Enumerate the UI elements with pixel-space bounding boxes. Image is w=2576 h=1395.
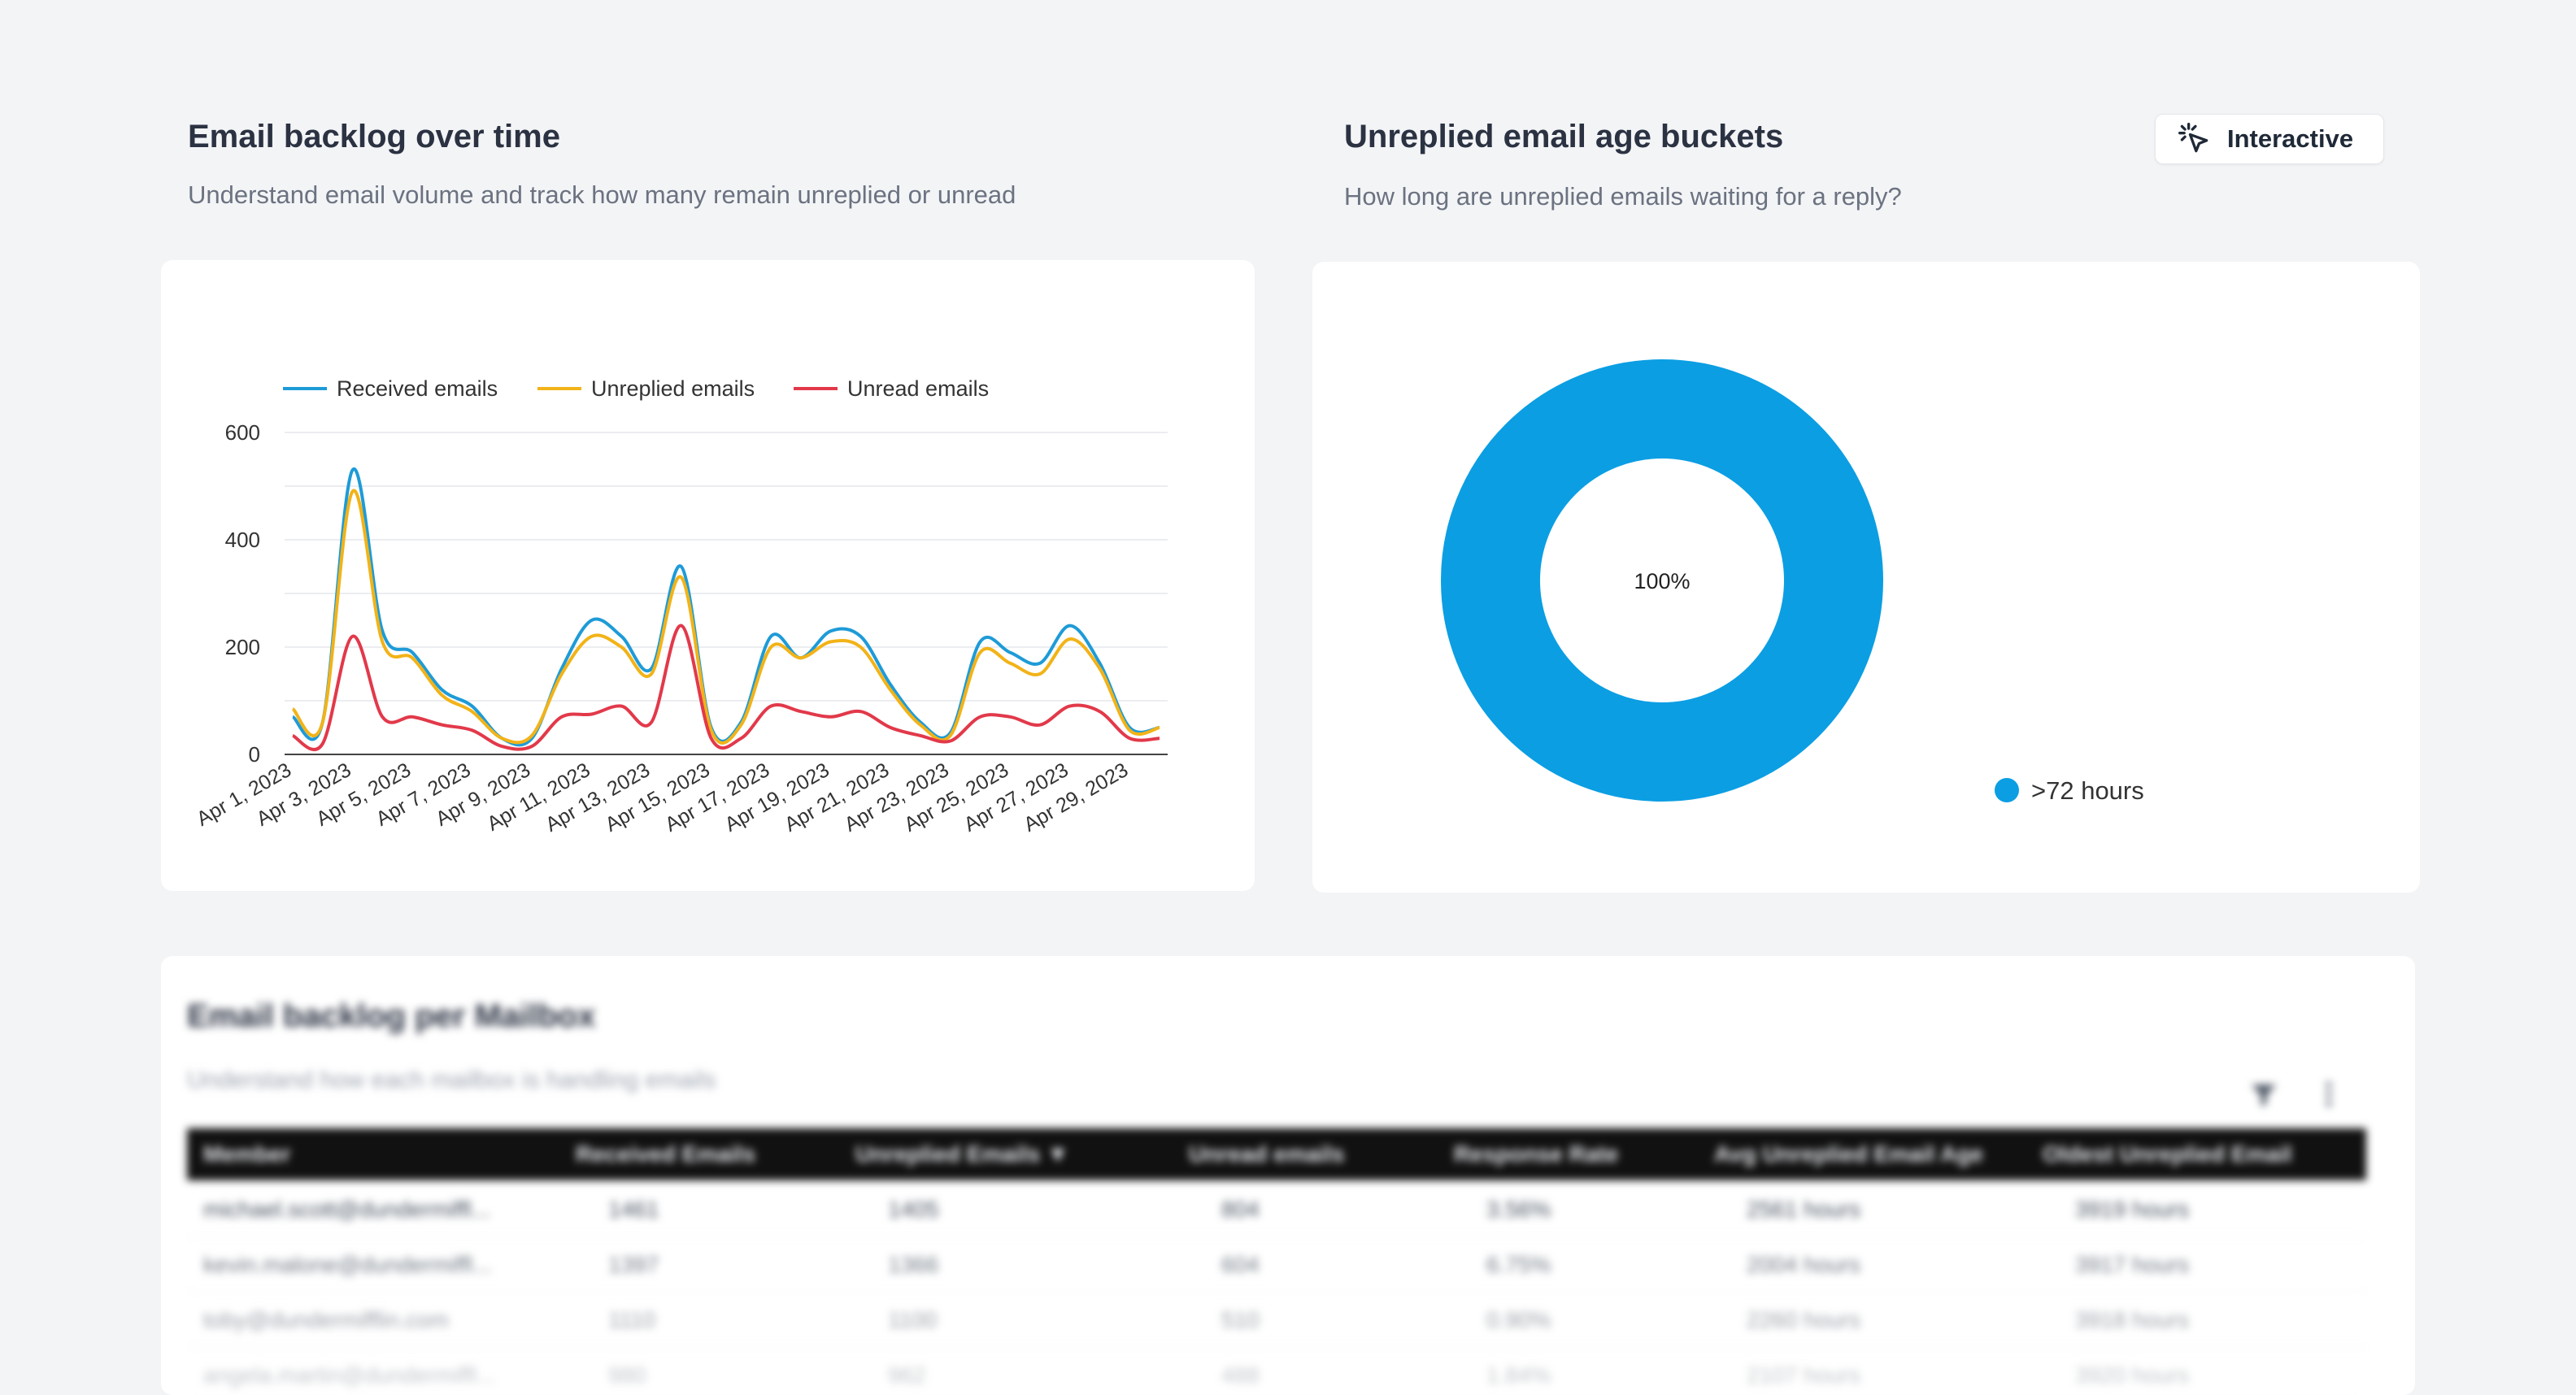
table-cell: 510 <box>1221 1307 1260 1332</box>
table-row[interactable]: kevin.malone@dundermiffl... 1397 1366 604 6.… <box>187 1236 2366 1292</box>
legend-item-received-emails[interactable]: Received emails <box>337 376 498 401</box>
donut-slice-72-hours[interactable] <box>1441 359 1883 802</box>
column-header-received-emails[interactable]: Received Emails <box>576 1141 756 1167</box>
legend-item-unreplied-emails[interactable]: Unreplied emails <box>591 376 755 401</box>
table-cell: 1110 <box>608 1307 656 1332</box>
column-header-oldest-unreplied-email[interactable]: Oldest Unreplied Email <box>2043 1141 2292 1167</box>
table-cell: 2107 hours <box>1747 1362 1861 1388</box>
table-cell: 3918 hours <box>2075 1307 2190 1332</box>
y-tick-label: 0 <box>249 742 260 767</box>
table-cell: 488 <box>1221 1362 1260 1388</box>
column-header-unreplied-emails[interactable]: Unreplied Emails ▼ <box>855 1141 1069 1167</box>
table-cell: michael.scott@dundermiffl... <box>203 1197 491 1222</box>
series-line-received-emails[interactable] <box>291 467 1160 747</box>
table-cell: 604 <box>1221 1252 1260 1277</box>
table-cell: 3919 hours <box>2075 1197 2190 1222</box>
table-row[interactable]: angela.martin@dundermiffl... 980 962 488 1.8… <box>187 1346 2366 1395</box>
table-toolbar <box>2247 1078 2337 1110</box>
table-row[interactable]: toby@dundermifflin.com 1110 1100 510 0.90% 22… <box>187 1291 2366 1347</box>
table-cell: 1366 <box>888 1252 939 1277</box>
table-cell: 2260 hours <box>1747 1307 1861 1332</box>
donut-chart-title: Unreplied email age buckets <box>1344 119 1784 154</box>
series-line-unreplied-emails[interactable] <box>291 489 1160 745</box>
donut-chart[interactable]: 100% >72 hours <box>1312 262 2420 893</box>
column-header-response-rate[interactable]: Response Rate <box>1454 1141 1619 1167</box>
y-tick-label: 200 <box>225 635 260 659</box>
table-cell: 1405 <box>888 1197 939 1222</box>
table-cell: 1.84% <box>1486 1362 1551 1388</box>
table-title: Email backlog per Mailbox <box>187 998 596 1034</box>
interactive-button[interactable]: Interactive <box>2155 114 2384 164</box>
cursor-click-icon <box>2178 123 2208 153</box>
table-cell: 980 <box>608 1362 646 1388</box>
table-cell: toby@dundermifflin.com <box>203 1307 449 1332</box>
interactive-label: Interactive <box>2227 124 2354 153</box>
y-tick-label: 600 <box>225 420 260 445</box>
mailbox-table-card: Email backlog per Mailbox Understand how… <box>161 956 2415 1395</box>
filter-icon[interactable] <box>2247 1078 2280 1110</box>
line-chart-card: Received emails Unreplied emails Unread em… <box>161 260 1255 891</box>
donut-data-label: 100% <box>1634 569 1690 593</box>
table-cell: angela.martin@dundermiffl... <box>203 1362 496 1388</box>
table-cell: 962 <box>888 1362 926 1388</box>
legend-item-unread-emails[interactable]: Unread emails <box>847 376 989 401</box>
table-cell: 1100 <box>888 1307 938 1332</box>
table-cell: 2004 hours <box>1747 1252 1861 1277</box>
table-header: Member Received Emails Unreplied Emails ▼ U… <box>187 1128 2366 1180</box>
column-header-member[interactable]: Member <box>203 1141 291 1167</box>
legend-item-72-hours[interactable]: >72 hours <box>2031 776 2144 805</box>
line-chart-title: Email backlog over time <box>188 119 560 154</box>
table-row[interactable]: michael.scott@dundermiffl... 1461 1405 804 3… <box>187 1180 2366 1236</box>
table-cell: 804 <box>1221 1197 1260 1222</box>
table-cell: 0.90% <box>1486 1307 1551 1332</box>
table-subtitle: Understand how each mailbox is handling … <box>187 1067 716 1093</box>
table-cell: 1461 <box>608 1197 659 1222</box>
donut-chart-card: 100% >72 hours <box>1312 262 2420 893</box>
table-cell: 1397 <box>608 1252 659 1277</box>
column-header-unread-emails[interactable]: Unread emails <box>1189 1141 1345 1167</box>
table-cell: 3917 hours <box>2075 1252 2190 1277</box>
more-vertical-icon[interactable] <box>2321 1078 2337 1110</box>
line-chart[interactable]: Received emails Unreplied emails Unread em… <box>161 260 1255 891</box>
legend-swatch <box>1995 778 2019 802</box>
table-cell: 2561 hours <box>1747 1197 1861 1222</box>
y-tick-label: 400 <box>225 528 260 552</box>
table-cell: 3920 hours <box>2075 1362 2190 1388</box>
table-cell: 6.75% <box>1486 1252 1551 1277</box>
table-cell: 3.56% <box>1486 1197 1551 1222</box>
series-line-unread-emails[interactable] <box>292 624 1160 751</box>
table-cell: kevin.malone@dundermiffl... <box>203 1252 492 1277</box>
donut-chart-subtitle: How long are unreplied emails waiting fo… <box>1344 182 1902 211</box>
column-header-avg-unreplied-email-age[interactable]: Avg Unreplied Email Age <box>1714 1141 1983 1167</box>
line-chart-subtitle: Understand email volume and track how ma… <box>188 180 1016 209</box>
